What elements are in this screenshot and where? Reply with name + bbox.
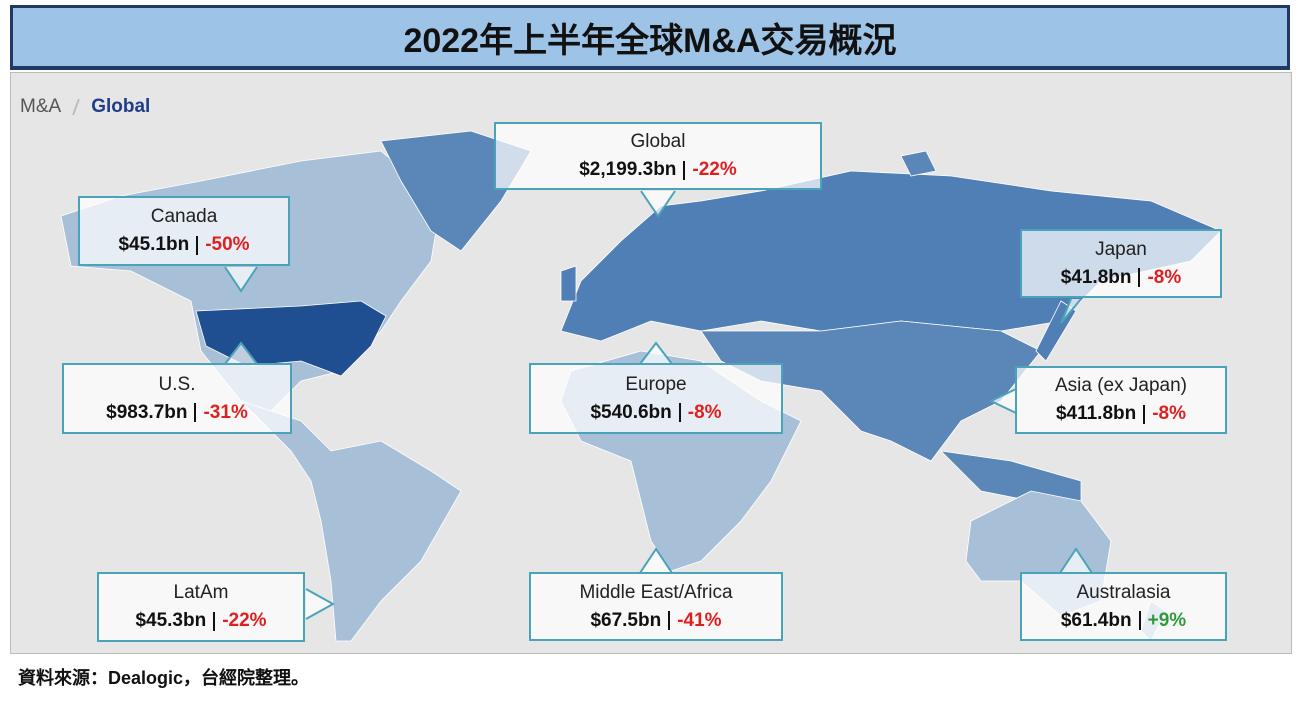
region-callout: Australasia $61.4bn +9% <box>1020 572 1227 641</box>
deal-value: $983.7bn <box>106 401 188 423</box>
region-callout: Global $2,199.3bn -22% <box>494 122 822 190</box>
separator <box>194 403 197 422</box>
deal-value: $411.8bn <box>1055 403 1137 424</box>
separator <box>72 99 81 115</box>
region-stats: $540.6bn -8% <box>590 402 721 424</box>
region-name: Asia (ex Japan) <box>1054 375 1187 396</box>
change-pct: -50% <box>205 234 250 255</box>
separator <box>196 235 199 255</box>
deal-value: $41.8bn <box>1060 266 1132 288</box>
region-name: Europe <box>625 373 687 395</box>
title: 2022年上半年全球M&A交易概況 <box>10 5 1290 70</box>
deal-value: $61.4bn <box>1060 609 1132 631</box>
change-pct: -31% <box>203 401 248 423</box>
deal-value: $45.3bn <box>135 610 207 631</box>
region-name: Japan <box>1095 238 1147 260</box>
region-callout: Europe $540.6bn -8% <box>529 363 783 434</box>
separator <box>1138 611 1141 630</box>
change-pct: -22% <box>222 610 267 631</box>
breadcrumb-item: Global <box>91 96 151 117</box>
change-pct: -8% <box>687 401 722 423</box>
region-stats: $67.5bn -41% <box>590 610 721 632</box>
region-callout: Canada $45.1bn -50% <box>78 196 290 266</box>
region-stats: $983.7bn -31% <box>106 402 248 424</box>
region-stats: $411.8bn -8% <box>1056 403 1186 425</box>
deal-value: $67.5bn <box>590 609 662 631</box>
region-name: LatAm <box>173 582 229 603</box>
region-callout: Japan $41.8bn -8% <box>1020 229 1222 298</box>
deal-value: $45.1bn <box>118 234 190 255</box>
region-stats: $41.8bn -8% <box>1061 267 1182 289</box>
region-callout: Middle East/Africa $67.5bn -41% <box>529 572 783 641</box>
region-callout: LatAm $45.3bn -22% <box>97 572 305 642</box>
region-name: Global <box>630 131 686 152</box>
separator <box>1143 404 1146 424</box>
region-callout: Asia (ex Japan) $411.8bn -8% <box>1015 366 1227 434</box>
region-stats: $61.4bn +9% <box>1061 610 1186 632</box>
separator <box>668 611 671 630</box>
change-pct: -22% <box>692 159 737 180</box>
deal-value: $2,199.3bn <box>579 159 677 180</box>
region-stats: $45.1bn -50% <box>118 234 249 256</box>
separator <box>213 611 216 631</box>
breadcrumb: M&A Global <box>20 96 150 118</box>
region-name: Australasia <box>1076 581 1171 603</box>
separator <box>678 403 681 422</box>
separator <box>683 160 686 180</box>
deal-value: $540.6bn <box>590 401 672 423</box>
region-stats: $45.3bn -22% <box>135 610 266 632</box>
region-name: Middle East/Africa <box>579 581 733 603</box>
region-callout: U.S. $983.7bn -31% <box>62 363 292 434</box>
region-stats: $2,199.3bn -22% <box>579 159 737 181</box>
source-note: 資料來源：Dealogic，台經院整理。 <box>18 668 310 688</box>
change-pct: -8% <box>1152 403 1187 424</box>
change-pct: -8% <box>1147 266 1182 288</box>
region-name: U.S. <box>158 373 196 395</box>
breadcrumb-item: M&A <box>20 96 62 117</box>
region-name: Canada <box>150 206 218 227</box>
change-pct: -41% <box>677 609 722 631</box>
separator <box>1138 268 1141 287</box>
change-pct: +9% <box>1147 609 1187 631</box>
